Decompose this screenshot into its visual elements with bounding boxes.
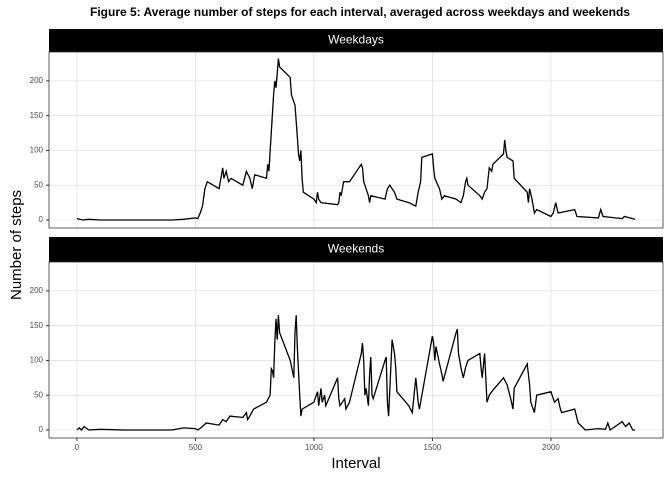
line bbox=[76, 58, 636, 221]
y-tick-label: 150 bbox=[30, 111, 44, 120]
y-tick-label: 0 bbox=[39, 425, 44, 434]
panel bbox=[49, 52, 663, 228]
y-tick-label: 200 bbox=[30, 76, 44, 85]
y-tick-label: 200 bbox=[30, 286, 44, 295]
chart-title: Figure 5: Average number of steps for ea… bbox=[90, 5, 630, 19]
y-tick-label: 100 bbox=[30, 356, 44, 365]
strip bbox=[49, 237, 663, 262]
x-tick-label: 1500 bbox=[424, 443, 442, 452]
line bbox=[76, 315, 636, 432]
x-tick-label: 0 bbox=[75, 443, 80, 452]
x-tick-label: 1000 bbox=[305, 443, 323, 452]
y-tick-label: 100 bbox=[30, 146, 44, 155]
y-tick-label: 50 bbox=[34, 390, 43, 399]
y-axis-label: Number of steps bbox=[8, 190, 25, 300]
x-axis-label: Interval bbox=[331, 455, 380, 472]
y-tick-label: 50 bbox=[34, 180, 43, 189]
y-tick-label: 0 bbox=[39, 215, 44, 224]
x-tick-label: 2000 bbox=[542, 443, 560, 452]
y-tick-label: 150 bbox=[30, 321, 44, 330]
panel-title: Weekdays bbox=[328, 33, 384, 47]
strip bbox=[49, 29, 663, 52]
panel bbox=[49, 262, 663, 438]
x-tick-label: 500 bbox=[189, 443, 203, 452]
panel-border bbox=[48, 261, 664, 439]
panel-title: Weekends bbox=[328, 242, 384, 256]
panel-border bbox=[48, 51, 664, 229]
